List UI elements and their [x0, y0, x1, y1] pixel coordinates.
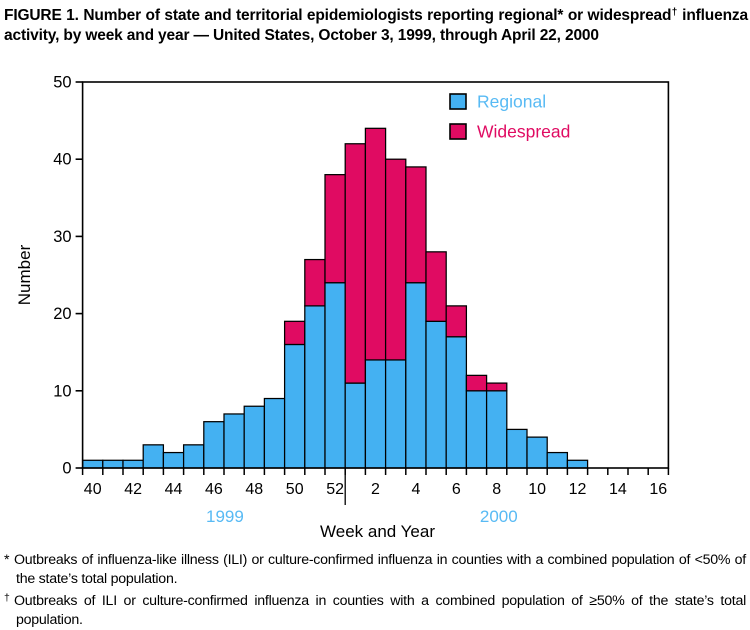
- bar-regional-week-10: [526, 436, 548, 469]
- figure-title: FIGURE 1. Number of state and territoria…: [4, 3, 748, 46]
- footnote-widespread-text: Outbreaks of ILI or culture-confirmed in…: [14, 593, 746, 628]
- bar-regional-week-50: [283, 343, 306, 469]
- bar-regional-week-40: [81, 459, 104, 469]
- footnote-widespread-definition: † Outbreaks of ILI or culture-confirmed i…: [4, 589, 746, 630]
- x-axis-title: Week and Year: [320, 522, 435, 541]
- x-tick-label-week-40: 40: [84, 481, 102, 498]
- bar-regional-week-3: [384, 359, 407, 469]
- bar-widespread-week-6: [445, 305, 468, 338]
- footnote-regional-definition: * Outbreaks of influenza-like illness (IL…: [4, 551, 746, 589]
- y-tick-label-40: 40: [53, 151, 71, 169]
- figure-title-dagger-superscript: †: [671, 7, 678, 18]
- bar-widespread-week-5: [425, 251, 447, 322]
- x-tick-label-week-12: 12: [569, 481, 587, 498]
- bar-regional-week-46: [203, 421, 225, 469]
- y-tick-label-0: 0: [62, 460, 71, 478]
- bar-widespread-week-52: [324, 174, 346, 284]
- legend-swatch-regional: [449, 93, 467, 110]
- bar-regional-week-47: [223, 413, 245, 469]
- bar-regional-week-49: [263, 397, 286, 469]
- x-tick-label-week-50: 50: [286, 481, 304, 498]
- bar-widespread-week-1: [344, 143, 367, 384]
- bar-regional-week-51: [304, 305, 326, 469]
- x-tick-label-week-16: 16: [649, 481, 667, 498]
- footnote-regional-text: Outbreaks of influenza-like illness (ILI…: [14, 552, 746, 587]
- y-tick-label-50: 50: [53, 74, 71, 92]
- year-label-2000: 2000: [480, 507, 518, 526]
- bar-regional-week-44: [162, 451, 185, 469]
- x-tick-label-week-46: 46: [205, 481, 223, 498]
- x-tick-label-week-10: 10: [528, 481, 546, 498]
- bar-regional-week-52: [324, 282, 346, 469]
- x-tick-label-week-6: 6: [452, 481, 461, 498]
- bar-regional-week-9: [506, 428, 528, 469]
- footnote-asterisk-marker: *: [4, 552, 10, 568]
- bar-regional-week-43: [142, 444, 165, 469]
- x-tick-label-week-8: 8: [492, 481, 501, 498]
- legend-swatch-widespread: [449, 123, 467, 140]
- y-tick-label-30: 30: [53, 228, 71, 246]
- bar-regional-week-41: [102, 459, 124, 469]
- bar-regional-week-7: [465, 390, 488, 469]
- x-tick-label-week-4: 4: [411, 481, 420, 498]
- plot-border: [81, 81, 670, 469]
- footnote-dagger-marker: †: [4, 592, 10, 604]
- footnotes: * Outbreaks of influenza-like illness (IL…: [4, 551, 746, 630]
- x-tick-label-week-14: 14: [609, 481, 627, 498]
- bar-regional-week-11: [546, 451, 569, 469]
- bar-widespread-week-50: [283, 320, 306, 346]
- bar-widespread-week-8: [485, 382, 508, 392]
- figure-title-text-1: FIGURE 1. Number of state and territoria…: [4, 7, 672, 24]
- y-tick-label-20: 20: [53, 305, 71, 323]
- legend-label-regional: Regional: [477, 92, 546, 112]
- y-axis-title: Number: [15, 244, 34, 305]
- bar-regional-week-5: [425, 320, 447, 469]
- bar-regional-week-45: [182, 444, 205, 469]
- x-tick-label-week-48: 48: [245, 481, 263, 498]
- legend-label-widespread: Widespread: [477, 122, 570, 142]
- bar-regional-week-6: [445, 336, 468, 469]
- bar-widespread-week-51: [304, 258, 326, 307]
- bar-widespread-week-7: [465, 374, 488, 392]
- bar-widespread-week-3: [384, 158, 407, 361]
- bar-regional-week-4: [405, 282, 427, 469]
- bar-widespread-week-4: [405, 166, 427, 284]
- x-tick-label-week-44: 44: [165, 481, 183, 498]
- x-tick-label-week-52: 52: [326, 481, 344, 498]
- y-tick-label-10: 10: [53, 382, 71, 400]
- bar-widespread-week-2: [364, 127, 387, 361]
- year-label-1999: 1999: [206, 507, 244, 526]
- x-tick-label-week-2: 2: [371, 481, 380, 498]
- x-tick-label-week-42: 42: [124, 481, 142, 498]
- bar-regional-week-8: [485, 390, 508, 469]
- bar-regional-week-48: [243, 405, 266, 469]
- bar-regional-week-12: [566, 459, 589, 469]
- bar-regional-week-42: [122, 459, 144, 469]
- bar-regional-week-2: [364, 359, 387, 469]
- bar-regional-week-1: [344, 382, 367, 469]
- figure-title-text-2: influenza activity, by week and year — U…: [4, 7, 748, 44]
